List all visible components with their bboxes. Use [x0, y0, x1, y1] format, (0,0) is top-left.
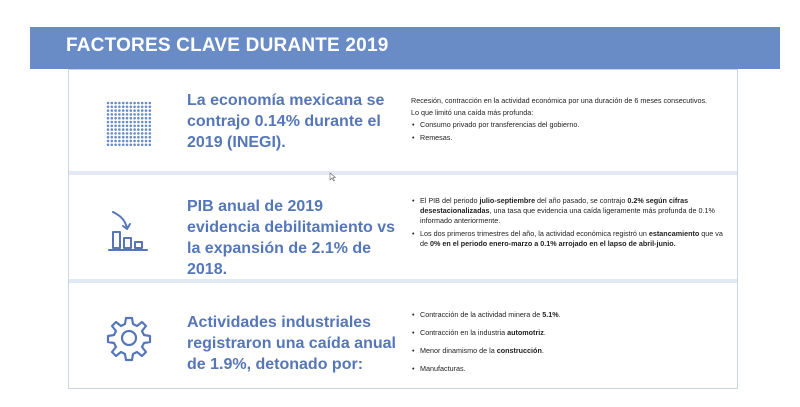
- declining-chart-icon: [108, 211, 148, 251]
- factor-details: Contracción de la actividad minera de 5.…: [411, 310, 731, 382]
- mouse-pointer-icon: [329, 172, 337, 182]
- header-bar: FACTORES CLAVE DURANTE 2019: [30, 27, 780, 69]
- list-item: Los dos primeros trimestres del año, la …: [411, 229, 731, 249]
- factor-row-gdp: PIB anual de 2019 evidencia debilitamien…: [69, 176, 737, 279]
- list-item: Manufacturas.: [411, 364, 731, 374]
- gear-icon: [106, 316, 152, 362]
- list-item: Contracción en la industria automotriz.: [411, 328, 731, 338]
- divider: [69, 171, 737, 175]
- list-item: Remesas.: [411, 133, 731, 143]
- dot-grid-icon: [106, 101, 152, 147]
- factor-row-economy: La economía mexicana se contrajo 0.14% d…: [69, 70, 737, 171]
- factor-details: El PIB del periodo julio-septiembre del …: [411, 196, 731, 252]
- factors-panel: La economía mexicana se contrajo 0.14% d…: [68, 69, 738, 389]
- factor-headline: La economía mexicana se contrajo 0.14% d…: [187, 92, 385, 151]
- page-title: FACTORES CLAVE DURANTE 2019: [66, 35, 389, 56]
- detail-list: El PIB del periodo julio-septiembre del …: [411, 196, 731, 249]
- detail-list: Contracción de la actividad minera de 5.…: [411, 310, 731, 374]
- detail-text: Recesión, contracción en la actividad ec…: [411, 96, 708, 105]
- divider: [69, 279, 737, 283]
- list-item: Contracción de la actividad minera de 5.…: [411, 310, 731, 320]
- detail-text: Lo que limitó una caída más profunda:: [411, 108, 534, 117]
- list-item: Consumo privado por transferencias del g…: [411, 120, 731, 130]
- list-item: El PIB del periodo julio-septiembre del …: [411, 196, 731, 226]
- factor-headline: PIB anual de 2019 evidencia debilitamien…: [187, 198, 396, 278]
- detail-list: Consumo privado por transferencias del g…: [411, 120, 731, 143]
- factor-details: Recesión, contracción en la actividad ec…: [411, 96, 731, 146]
- list-item: Menor dinamismo de la construcción.: [411, 346, 731, 356]
- factor-row-industry: Actividades industriales registraron una…: [69, 284, 737, 388]
- factor-headline: Actividades industriales registraron una…: [187, 314, 396, 373]
